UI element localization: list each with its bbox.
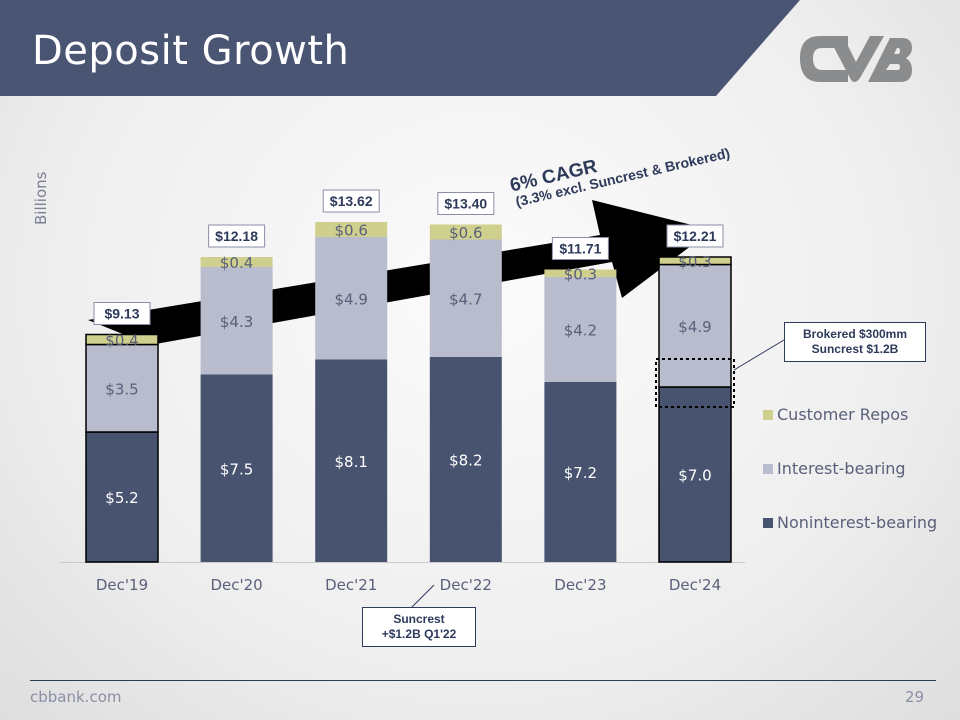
data-label-0-3: $8.2 <box>449 452 482 470</box>
deposit-chart: $5.2 $3.5 $0.4 $9.13 Dec'19 $7.5 $4.3 $0.4 $12.1… <box>60 189 937 608</box>
category-label-1: Dec'20 <box>210 576 262 594</box>
bar-customer-repos-3 <box>429 224 502 240</box>
total-box-3 <box>437 192 495 215</box>
growth-arrow <box>88 200 712 345</box>
footer-site: cbbank.com <box>30 688 122 706</box>
legend-label-2: Noninterest-bearing <box>777 513 937 532</box>
page-number: 29 <box>905 688 925 706</box>
total-label-1: $12.18 <box>215 228 258 244</box>
title-banner <box>0 0 800 96</box>
brokered-connector <box>733 339 785 371</box>
total-box-0 <box>93 302 151 325</box>
suncrest-callout-line2: +$1.2B Q1'22 <box>381 627 457 641</box>
data-label-0-1: $7.5 <box>220 460 253 478</box>
bar-noninterest-bearing-4 <box>544 382 617 562</box>
data-label-2-4: $0.3 <box>564 265 597 283</box>
total-label-5: $12.21 <box>674 228 717 244</box>
cvb-logo <box>800 36 912 82</box>
legend-label-0: Customer Repos <box>777 405 908 424</box>
header-band <box>0 0 800 96</box>
total-label-2: $13.62 <box>330 193 373 209</box>
bar-interest-bearing-1 <box>200 267 273 375</box>
bar-noninterest-bearing-3 <box>429 357 502 562</box>
bar-interest-bearing-3 <box>429 239 502 357</box>
data-label-2-2: $0.6 <box>334 222 367 240</box>
data-label-1-4: $4.2 <box>564 322 597 340</box>
bar-customer-repos-5 <box>658 256 732 266</box>
brokered-callout-line2: Suncrest $1.2B <box>811 342 899 356</box>
data-label-2-0: $0.4 <box>105 332 138 350</box>
legend-swatch-0 <box>763 410 773 420</box>
data-label-1-3: $4.7 <box>449 290 482 308</box>
suncrest-connector <box>411 584 435 608</box>
category-label-2: Dec'21 <box>325 576 377 594</box>
bar-interest-bearing-4 <box>544 277 617 382</box>
bar-noninterest-bearing-5 <box>658 386 732 563</box>
total-box-1 <box>208 224 266 248</box>
legend-swatch-1 <box>763 464 773 474</box>
data-label-1-0: $3.5 <box>105 380 138 398</box>
brokered-highlight <box>655 358 735 408</box>
bar-customer-repos-4 <box>544 269 617 277</box>
data-label-2-1: $0.4 <box>220 254 253 272</box>
total-box-5 <box>666 224 724 248</box>
bar-noninterest-bearing-2 <box>315 359 388 562</box>
total-label-3: $13.40 <box>444 196 487 212</box>
data-label-0-2: $8.1 <box>334 453 367 471</box>
bar-interest-bearing-5 <box>658 263 732 388</box>
data-label-1-1: $4.3 <box>220 313 253 331</box>
data-label-2-5: $0.3 <box>678 253 711 271</box>
bar-noninterest-bearing-1 <box>200 374 273 562</box>
bar-customer-repos-0 <box>85 333 159 346</box>
bar-interest-bearing-0 <box>85 343 159 433</box>
suncrest-callout: Suncrest +$1.2B Q1'22 <box>362 607 476 647</box>
total-label-4: $11.71 <box>559 241 601 257</box>
bar-interest-bearing-2 <box>315 237 388 360</box>
brokered-callout: Brokered $300mm Suncrest $1.2B <box>784 322 926 362</box>
data-label-0-0: $5.2 <box>105 489 138 507</box>
suncrest-callout-line1: Suncrest <box>393 612 445 626</box>
data-label-1-5: $4.9 <box>678 318 711 336</box>
page-title: Deposit Growth <box>32 28 350 74</box>
legend-label-1: Interest-bearing <box>777 459 906 478</box>
bar-customer-repos-1 <box>200 257 273 267</box>
data-label-0-5: $7.0 <box>678 467 711 485</box>
total-box-4 <box>551 237 609 260</box>
category-label-0: Dec'19 <box>96 576 148 594</box>
category-label-5: Dec'24 <box>669 576 721 594</box>
category-label-3: Dec'22 <box>440 576 492 594</box>
data-label-0-4: $7.2 <box>564 464 597 482</box>
total-label-0: $9.13 <box>104 306 139 322</box>
footer-divider <box>30 680 936 681</box>
category-label-4: Dec'23 <box>554 576 606 594</box>
legend-swatch-2 <box>763 518 773 528</box>
brokered-callout-line1: Brokered $300mm <box>802 327 908 341</box>
total-box-2 <box>322 189 380 213</box>
data-label-1-2: $4.9 <box>334 290 367 308</box>
data-label-2-3: $0.6 <box>449 224 482 242</box>
bar-customer-repos-2 <box>315 222 388 237</box>
